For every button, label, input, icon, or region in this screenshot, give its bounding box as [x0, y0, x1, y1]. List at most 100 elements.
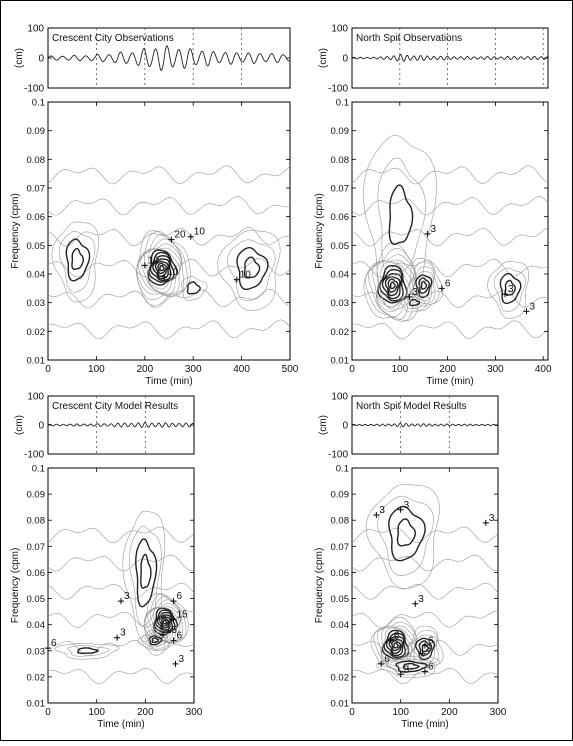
contour-line	[48, 610, 194, 628]
contour-ytick-label: 0.08	[27, 516, 46, 527]
contour-xtick-label: 0	[349, 707, 355, 718]
timeseries-title: North Spit Observations	[356, 33, 462, 44]
contour-annotation-label: 10	[240, 270, 252, 281]
contour-ring	[408, 630, 439, 666]
contour-ytick-label: 0.08	[27, 155, 46, 166]
contour-annotation-marker	[170, 598, 177, 605]
contour-frame	[351, 101, 549, 361]
contour-xlabel: Time (min)	[426, 376, 473, 387]
contour-ring	[129, 525, 162, 626]
contour-ring	[140, 243, 182, 296]
contour-annotation-marker	[141, 262, 148, 269]
contour-ring	[504, 279, 516, 296]
contour-ytick-label: 0.03	[331, 646, 350, 657]
contour-layer	[352, 483, 498, 685]
contour-ring	[227, 239, 276, 302]
contour-annotation-label: 6	[428, 662, 434, 673]
contour-ring	[377, 157, 426, 278]
timeseries-trace	[351, 422, 499, 428]
contour-ring	[180, 276, 208, 301]
contour-ytick-label: 0.02	[27, 672, 46, 683]
contour-ring	[67, 645, 110, 657]
timeseries-ytick-label: 100	[27, 392, 44, 403]
contour-xlabel: Time (min)	[145, 376, 192, 387]
contour-ring	[402, 662, 420, 670]
contour-ytick-label: 0.09	[27, 126, 46, 137]
contour-ytick-label: 0.01	[331, 356, 350, 367]
contour-ytick-label: 0.04	[27, 270, 46, 281]
contour-ytick-label: 0.08	[331, 516, 350, 527]
contour-ring	[51, 221, 100, 303]
contour-ring	[395, 660, 428, 673]
timeseries-trace	[351, 54, 548, 62]
contour-annotation-label: 3	[404, 500, 410, 511]
contour-ytick-label: 0.05	[27, 241, 46, 252]
contour-annotation-label: 6	[177, 591, 183, 602]
contour-ring	[77, 647, 99, 654]
contour-ring	[396, 518, 417, 547]
contour-ring	[157, 262, 167, 275]
contour-ring	[381, 627, 412, 663]
contour-ring	[387, 278, 399, 293]
contour-ylabel: Frequency (cpm)	[10, 193, 21, 269]
contour-ring	[368, 254, 416, 321]
timeseries-ylabel: (cm)	[14, 48, 25, 68]
contour-annotation-label: 6	[177, 630, 183, 641]
contour-xtick-label: 300	[186, 707, 203, 718]
timeseries-ytick-label: 0	[342, 54, 348, 65]
contour-line	[48, 288, 290, 309]
timeseries-ytick-label: -100	[328, 84, 348, 95]
contour-line	[48, 667, 194, 685]
contour-layer	[48, 165, 290, 340]
contour-xtick-label: 400	[233, 364, 250, 375]
contour-ring	[380, 626, 415, 666]
contour-ring	[54, 643, 120, 660]
contour-ring	[376, 656, 440, 678]
contour-annotation-marker	[523, 308, 530, 315]
contour-line	[352, 227, 548, 247]
contour-ytick-label: 0.04	[331, 270, 350, 281]
contour-annotation-marker	[170, 637, 177, 644]
contour-line	[48, 554, 194, 572]
contour-xtick-label: 0	[45, 707, 51, 718]
contour-xtick-label: 0	[349, 364, 355, 375]
contour-annotation-marker	[501, 291, 508, 298]
timeseries-title: Crescent City Observations	[52, 33, 174, 44]
contour-annotation-marker	[45, 645, 51, 652]
contour-annotation-label: 6	[394, 630, 400, 641]
contour-xtick-label: 500	[282, 364, 299, 375]
timeseries-ytick-label: 0	[342, 421, 348, 432]
contour-ring	[406, 257, 444, 312]
contour-xtick-label: 200	[439, 364, 456, 375]
contour-ring	[409, 298, 421, 307]
contour-line	[352, 320, 548, 340]
contour-annotation-marker	[378, 660, 385, 667]
contour-ytick-label: 0.03	[331, 298, 350, 309]
contour-ring	[398, 294, 431, 313]
contour-ring	[159, 264, 165, 272]
contour-line	[48, 165, 290, 185]
contour-ring	[148, 635, 163, 646]
contour-ring	[141, 632, 168, 650]
contour-ring	[156, 614, 172, 631]
timeseries-title: Crescent City Model Results	[52, 401, 178, 412]
contour-ring	[376, 260, 414, 312]
contour-frame	[47, 101, 291, 361]
contour-ytick-label: 0.1	[32, 98, 45, 109]
contour-annotation-marker	[187, 233, 194, 240]
contour-xtick-label: 100	[392, 707, 409, 718]
contour-ytick-label: 0.07	[331, 542, 350, 553]
contour-annotation-label: 10	[167, 267, 179, 278]
contour-annotation-marker	[118, 598, 124, 605]
contour-ytick-label: 0.08	[331, 155, 350, 166]
contour-ring	[363, 242, 418, 322]
contour-ring	[391, 639, 402, 652]
contour-annotation-marker	[422, 642, 428, 649]
contour-annotation-label: 10	[148, 255, 160, 266]
contour-ring	[493, 267, 526, 312]
ns-obs-chart: 100 0 -100 (cm) North Spit Observations 3 6 3 3 3…	[314, 24, 552, 388]
contour-annotation-label: 6	[428, 636, 434, 647]
contour-ytick-label: 0.05	[331, 594, 350, 605]
